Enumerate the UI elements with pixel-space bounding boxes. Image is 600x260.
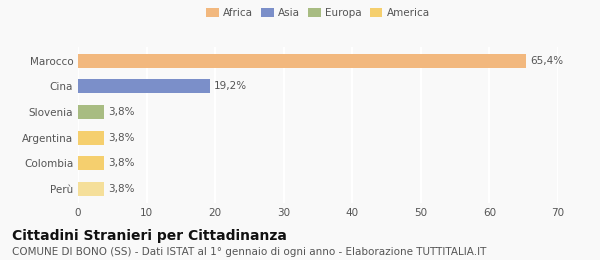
Text: 3,8%: 3,8% [108,158,134,168]
Text: COMUNE DI BONO (SS) - Dati ISTAT al 1° gennaio di ogni anno - Elaborazione TUTTI: COMUNE DI BONO (SS) - Dati ISTAT al 1° g… [12,247,487,257]
Text: 65,4%: 65,4% [530,56,563,66]
Bar [78,54,526,68]
Legend: Africa, Asia, Europa, America: Africa, Asia, Europa, America [206,8,430,18]
Text: 3,8%: 3,8% [108,133,134,142]
Text: Cittadini Stranieri per Cittadinanza: Cittadini Stranieri per Cittadinanza [12,229,287,243]
Bar [78,182,104,196]
Text: 3,8%: 3,8% [108,184,134,194]
Bar [78,80,209,94]
Bar [78,105,104,119]
Text: 19,2%: 19,2% [214,81,247,92]
Bar [78,156,104,170]
Text: 3,8%: 3,8% [108,107,134,117]
Bar [78,131,104,145]
